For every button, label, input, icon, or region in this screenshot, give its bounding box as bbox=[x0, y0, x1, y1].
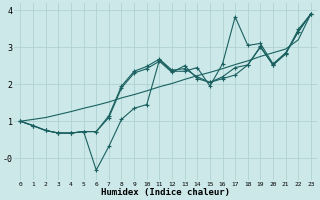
X-axis label: Humidex (Indice chaleur): Humidex (Indice chaleur) bbox=[101, 188, 230, 197]
